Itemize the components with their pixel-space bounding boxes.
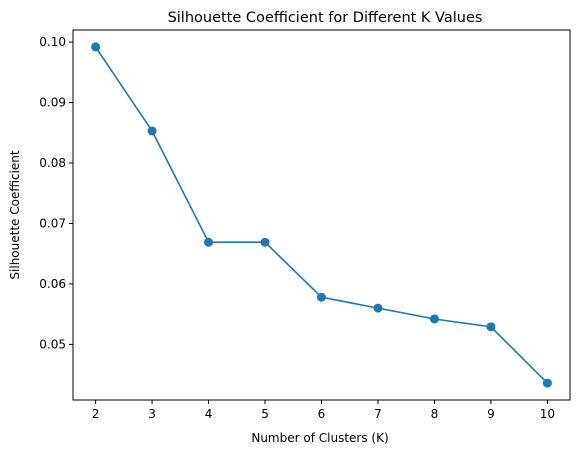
x-tick-label: 2 <box>92 407 100 421</box>
x-tick-label: 3 <box>148 407 156 421</box>
x-tick-label: 9 <box>487 407 495 421</box>
y-axis: 0.05 0.06 0.07 0.08 0.09 0.10 <box>39 35 73 351</box>
x-tick-label: 4 <box>205 407 213 421</box>
x-tick-label: 6 <box>318 407 326 421</box>
data-point <box>204 237 214 247</box>
data-point <box>147 126 157 136</box>
data-point <box>91 42 101 52</box>
y-tick-label: 0.08 <box>39 156 66 170</box>
y-tick-label: 0.06 <box>39 277 66 291</box>
data-point <box>260 237 270 247</box>
x-tick-label: 10 <box>540 407 555 421</box>
data-point <box>429 314 439 324</box>
series-line <box>94 46 548 384</box>
y-tick-label: 0.07 <box>39 216 66 230</box>
data-series <box>91 42 552 388</box>
plot-frame <box>72 29 571 401</box>
x-tick-label: 5 <box>261 407 269 421</box>
x-tick-label: 7 <box>374 407 382 421</box>
y-tick-label: 0.10 <box>39 35 66 49</box>
x-axis: 2 3 4 5 6 7 8 9 10 <box>92 400 555 421</box>
y-tick-label: 0.09 <box>39 96 66 110</box>
chart-title: Silhouette Coefficient for Different K V… <box>168 10 483 26</box>
y-axis-label: Silhouette Coefficient <box>8 150 22 279</box>
data-point <box>486 322 496 332</box>
x-tick-label: 8 <box>431 407 439 421</box>
y-tick-label: 0.05 <box>39 337 66 351</box>
data-point <box>373 303 383 313</box>
data-point <box>317 292 326 302</box>
data-point <box>542 378 552 388</box>
x-axis-label: Number of Clusters (K) <box>251 431 388 445</box>
